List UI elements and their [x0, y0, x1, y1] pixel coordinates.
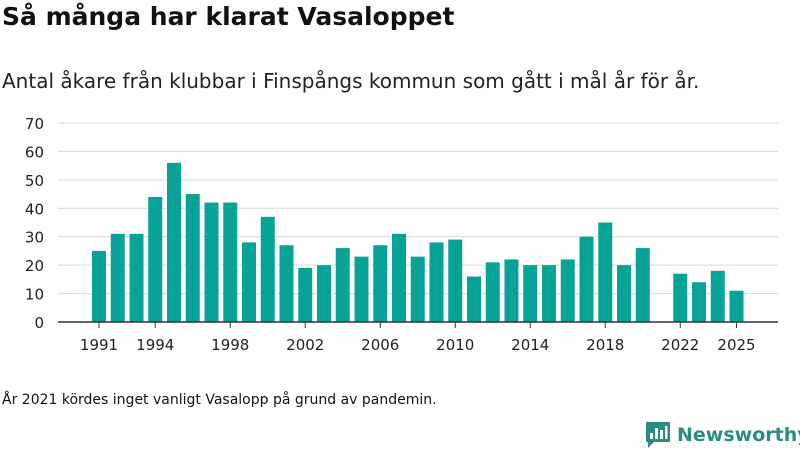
bars: 1991: 25 1992: 31 1993: 31 1994: 44 1995: 56… [92, 162, 744, 322]
bar-2007: 2007: 31 [392, 233, 406, 322]
bar-1996: 1996: 45 [185, 194, 200, 322]
bar-2004: 2004: 26 [335, 248, 350, 322]
bar-2019: 2019: 20 [617, 265, 631, 322]
y-tick-label: 20 [25, 257, 44, 275]
x-axis-ticks: 1991 1994 1998 2002 2006 2010 2014 2018 2022 2025 [80, 322, 756, 354]
bar-2025: 2025: 11 [729, 290, 744, 322]
bar-2001: 2001: 27 [279, 245, 294, 322]
y-tick-label: 60 [25, 143, 44, 161]
x-tick-label: 2022 [661, 336, 699, 354]
bar-2017: 2017: 30 [579, 236, 594, 322]
y-tick-label: 30 [25, 229, 44, 247]
bar-1998: 1998: 42 [223, 202, 238, 322]
bar-2003: 2003: 20 [317, 265, 331, 322]
bar-1995: 1995: 56 [167, 162, 181, 322]
bar-2010: 2010: 29 [448, 239, 463, 322]
bar-2008: 2008: 23 [410, 256, 425, 322]
x-tick-label: 2014 [511, 336, 549, 354]
y-tick-label: 40 [25, 200, 44, 218]
x-tick-label: 2002 [286, 336, 324, 354]
x-tick-label: 1994 [136, 336, 174, 354]
chart-title: Så många har klarat Vasaloppet [2, 2, 455, 31]
bar-1991: 1991: 25 [92, 250, 106, 322]
x-tick-label: 1991 [80, 336, 118, 354]
brand-logo: Newsworthy [645, 420, 800, 450]
y-axis-ticks: 0 10 20 30 40 50 60 70 [25, 115, 44, 332]
x-tick-label: 2025 [717, 336, 755, 354]
y-tick-label: 0 [34, 314, 44, 332]
bar-1994: 1994: 44 [148, 196, 163, 322]
y-tick-label: 10 [25, 286, 44, 304]
y-tick-label: 70 [25, 115, 44, 133]
bar-2013: 2013: 22 [504, 259, 519, 322]
bar-2005: 2005: 23 [354, 256, 369, 322]
x-tick-label: 1998 [211, 336, 249, 354]
footnote: År 2021 kördes inget vanligt Vasalopp på… [2, 392, 437, 408]
bar-1999: 1999: 28 [242, 242, 256, 322]
bar-2009: 2009: 28 [429, 242, 444, 322]
bar-2015: 2015: 20 [542, 265, 556, 322]
x-tick-label: 2018 [586, 336, 624, 354]
bar-2012: 2012: 21 [485, 262, 500, 322]
bar-2024: 2024: 18 [710, 270, 725, 322]
bar-1992: 1992: 31 [110, 233, 125, 322]
bar-2014: 2014: 20 [523, 265, 538, 322]
bar-1993: 1993: 31 [129, 233, 144, 322]
y-tick-label: 50 [25, 172, 44, 190]
bar-1997: 1997: 42 [204, 202, 219, 322]
bar-2016: 2016: 22 [560, 259, 575, 322]
bar-2006: 2006: 27 [373, 245, 388, 322]
chart-subtitle: Antal åkare från klubbar i Finspångs kom… [2, 69, 700, 93]
bar-chart: 0 10 20 30 40 50 60 70 1991: 25 1992: 31 1993: 31… [25, 115, 778, 354]
bar-2023: 2023: 14 [692, 282, 706, 322]
bar-2018: 2018: 35 [598, 222, 613, 322]
bar-2020: 2020: 26 [635, 248, 650, 322]
x-tick-label: 2010 [436, 336, 474, 354]
bar-2022: 2022: 17 [673, 273, 688, 322]
bar-2011: 2011: 16 [467, 276, 481, 322]
bar-2002: 2002: 19 [298, 267, 313, 322]
bar-2000: 2000: 37 [260, 216, 275, 322]
brand-name: Newsworthy [677, 424, 800, 446]
x-tick-label: 2006 [361, 336, 399, 354]
newsworthy-logo-icon [646, 422, 670, 448]
